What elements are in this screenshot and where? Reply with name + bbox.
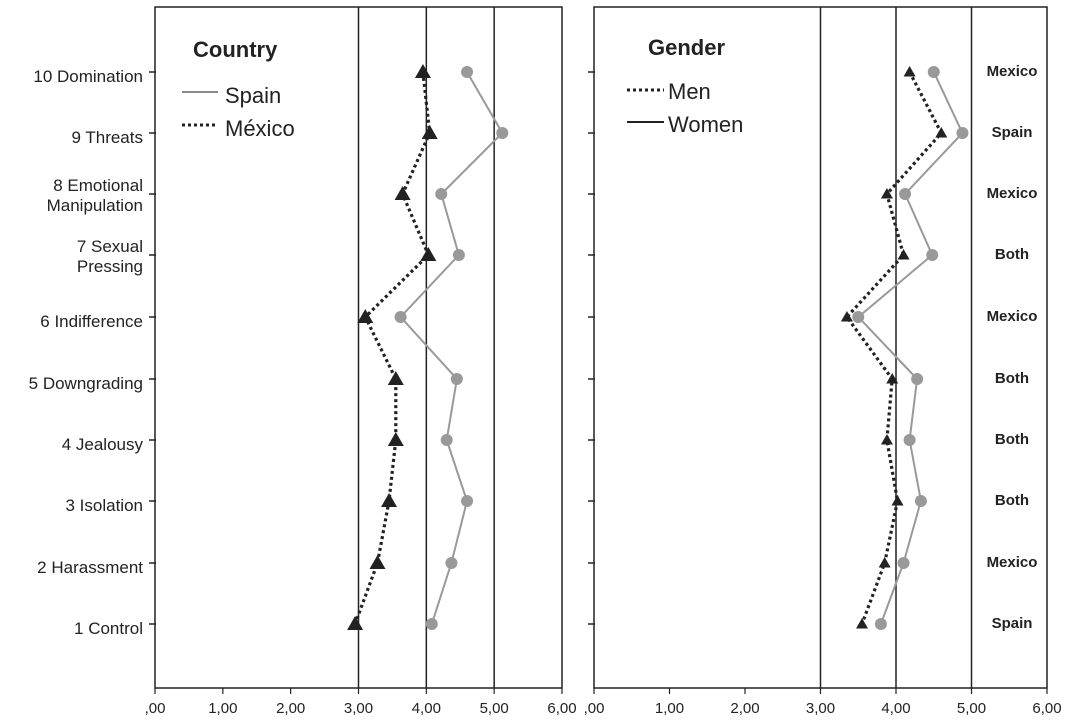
legend-label: México (225, 116, 295, 141)
gender-panel: ,00 1,00 2,00 3,00 4,00 5,00 6,00 Gender Men Wome… (584, 6, 1062, 717)
x-tick-label: 4,00 (412, 700, 441, 717)
group-label: Both (995, 492, 1029, 509)
data-point-méxico (381, 493, 398, 507)
group-label: Spain (992, 615, 1033, 632)
data-point-men (886, 373, 899, 384)
data-point-méxico (414, 64, 431, 78)
category-label: 2 Harassment (37, 558, 143, 577)
x-tick-label: ,00 (145, 700, 166, 717)
series-line-men (844, 71, 944, 625)
data-point-méxico (387, 371, 404, 385)
data-point-men (880, 434, 893, 445)
category-label: 6 Indifference (40, 312, 143, 331)
x-tick-label: 2,00 (276, 700, 305, 717)
data-point-men (903, 66, 916, 77)
data-point-women (927, 66, 940, 78)
x-tick-label: 3,00 (806, 700, 835, 717)
panel-title: Country (193, 37, 278, 62)
data-point-spain (461, 66, 474, 78)
x-tick-label: 1,00 (208, 700, 237, 717)
panel-title: Gender (648, 35, 725, 60)
x-tick-label: 6,00 (1032, 700, 1061, 717)
x-tick-label: 6,00 (547, 700, 576, 717)
group-label: Mexico (987, 308, 1038, 325)
series-line-spain (399, 71, 504, 625)
data-point-men (878, 557, 891, 568)
data-point-women (899, 188, 912, 200)
category-label: 8 Emotional (53, 176, 143, 195)
group-label: Mexico (987, 185, 1038, 202)
data-point-spain (452, 249, 465, 261)
category-label: Manipulation (47, 196, 143, 215)
data-point-méxico (357, 309, 374, 323)
group-label: Both (995, 370, 1029, 387)
legend-label: Women (668, 112, 743, 137)
data-point-spain (496, 127, 509, 139)
x-tick-label: ,00 (584, 700, 605, 717)
data-point-men (935, 127, 948, 138)
x-tick-label: 4,00 (881, 700, 910, 717)
data-point-spain (394, 311, 407, 323)
category-label: 10 Domination (33, 67, 143, 86)
data-point-méxico (421, 125, 438, 139)
data-point-spain (425, 618, 438, 630)
x-tick-label: 2,00 (730, 700, 759, 717)
data-point-men (856, 618, 869, 629)
data-point-spain (440, 434, 453, 446)
group-label: Mexico (987, 63, 1038, 80)
data-point-méxico (369, 555, 386, 569)
category-label: 3 Isolation (66, 496, 144, 515)
series-line-méxico (353, 71, 432, 625)
data-point-women (926, 249, 939, 261)
data-point-spain (435, 188, 448, 200)
data-point-women (956, 127, 969, 139)
data-point-méxico (394, 186, 411, 200)
data-point-women (914, 495, 927, 507)
group-label: Mexico (987, 554, 1038, 571)
data-point-spain (461, 495, 474, 507)
category-label: 1 Control (74, 619, 143, 638)
group-label: Both (995, 431, 1029, 448)
country-panel: ,00 1,00 2,00 3,00 4,00 5,00 6,00 10 Domination… (29, 6, 577, 717)
data-point-men (891, 495, 904, 506)
data-point-méxico (387, 432, 404, 446)
data-point-méxico (347, 616, 364, 630)
data-point-women (903, 434, 916, 446)
legend-label: Spain (225, 83, 281, 108)
category-label: Pressing (77, 257, 143, 276)
data-point-women (852, 311, 865, 323)
data-point-spain (445, 557, 458, 569)
data-point-men (880, 188, 893, 199)
x-tick-label: 5,00 (957, 700, 986, 717)
data-point-women (897, 557, 910, 569)
group-label: Both (995, 246, 1029, 263)
series-line-women (856, 71, 964, 625)
legend-label: Men (668, 79, 711, 104)
group-label: Spain (992, 124, 1033, 141)
data-point-women (874, 618, 887, 630)
x-tick-label: 3,00 (344, 700, 373, 717)
data-point-méxico (420, 247, 437, 261)
category-label: 9 Threats (71, 128, 143, 147)
data-point-women (911, 373, 924, 385)
x-tick-label: 1,00 (655, 700, 684, 717)
data-point-men (840, 311, 853, 322)
data-point-men (897, 249, 910, 260)
x-tick-label: 5,00 (480, 700, 509, 717)
data-point-spain (450, 373, 463, 385)
category-label: 4 Jealousy (62, 435, 144, 454)
category-label: 5 Downgrading (29, 374, 143, 393)
category-label: 7 Sexual (77, 237, 143, 256)
